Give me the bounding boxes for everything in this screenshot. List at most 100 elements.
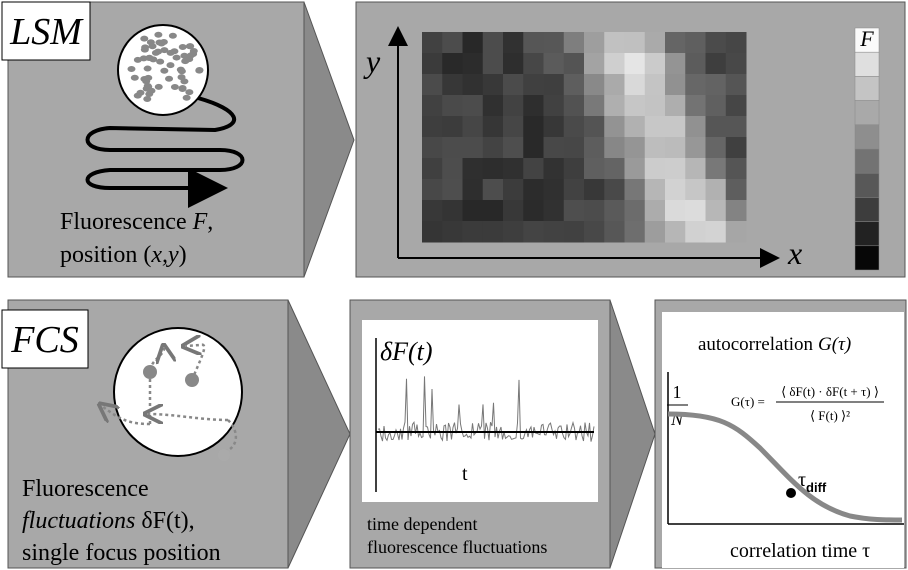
- pixel: [482, 200, 504, 222]
- pixel: [462, 137, 484, 159]
- colorbar-swatch: [854, 27, 880, 53]
- pixel: [604, 116, 625, 138]
- caption-text: δF(t): [141, 508, 188, 534]
- pixel: [482, 158, 504, 180]
- molecule: [143, 65, 152, 72]
- scan-path: [85, 96, 245, 208]
- caption-text: x,y: [150, 242, 179, 268]
- pixel: [705, 179, 727, 201]
- pixel: [563, 137, 585, 159]
- pixel: [503, 95, 524, 117]
- pixel: [644, 221, 666, 243]
- pixel: [665, 32, 686, 54]
- molecule: [154, 83, 163, 90]
- pixel: [584, 53, 605, 75]
- pixel: [624, 32, 646, 54]
- pixel: [705, 221, 727, 243]
- colorbar: [854, 27, 880, 271]
- marker-text: τ: [798, 469, 806, 491]
- pixel: [462, 53, 484, 75]
- colorbar-swatch: [854, 76, 880, 101]
- molecule: [180, 78, 189, 85]
- pixel: [543, 95, 565, 117]
- pixel: [482, 221, 504, 243]
- pixel: [584, 137, 605, 159]
- pixel: [482, 95, 504, 117]
- pixel: [503, 221, 524, 243]
- label-box: [1, 1, 91, 61]
- pixel: [503, 179, 524, 201]
- pixel: [604, 53, 625, 75]
- caption-text: F: [192, 209, 208, 235]
- molecule: [195, 67, 204, 74]
- label-box: [1, 309, 89, 369]
- molecule: [133, 92, 142, 99]
- pixel: [665, 53, 686, 75]
- pixel: [442, 116, 463, 138]
- pixel: [584, 95, 605, 117]
- pixel: [584, 179, 605, 201]
- molecule: [185, 89, 194, 96]
- molecule: [151, 49, 160, 56]
- pixel: [584, 74, 605, 96]
- pixel: [482, 53, 504, 75]
- pixel: [644, 74, 666, 96]
- fluctuation-trace: [377, 376, 595, 442]
- pixel: [584, 221, 605, 243]
- molecule: [160, 47, 169, 54]
- title-text: G(τ): [818, 334, 851, 355]
- colorbar-swatch: [854, 221, 880, 247]
- pixel: [462, 200, 484, 222]
- molecule: [166, 62, 175, 69]
- pixel: [665, 137, 686, 159]
- pixel: [644, 137, 666, 159]
- pixel: [604, 95, 625, 117]
- colorbar-label: F: [859, 26, 874, 51]
- pixel: [624, 116, 646, 138]
- pixel: [644, 32, 666, 54]
- fcs-caption: fluctuations δF(t),: [22, 508, 195, 534]
- pixel: [725, 32, 747, 54]
- molecule: [140, 35, 149, 42]
- pixel: [624, 53, 646, 75]
- pixel: [422, 95, 443, 117]
- pixel: [503, 200, 524, 222]
- molecule: [147, 87, 156, 94]
- intercept-numerator: 1: [673, 382, 682, 402]
- pixel: [624, 158, 646, 180]
- pixel: [482, 116, 504, 138]
- colorbar-swatch: [854, 148, 880, 174]
- pixel: [523, 137, 544, 159]
- pixel: [705, 137, 727, 159]
- pixel: [604, 158, 625, 180]
- pixel: [462, 95, 484, 117]
- pixel: [644, 95, 666, 117]
- colorbar-swatch: [854, 172, 880, 198]
- pixel: [624, 74, 646, 96]
- formula-lhs: G(τ) =: [731, 394, 765, 409]
- pixel: [503, 137, 524, 159]
- pixel: [523, 32, 544, 54]
- pixel: [685, 74, 706, 96]
- molecule: [170, 83, 179, 90]
- pixel: [725, 179, 747, 201]
- pixel: [665, 95, 686, 117]
- pixel: [624, 221, 646, 243]
- pixel: [725, 200, 747, 222]
- pixel: [422, 53, 443, 75]
- molecule: [170, 48, 179, 55]
- pixel: [462, 221, 484, 243]
- pixel: [462, 179, 484, 201]
- lsm-caption: position (x,y): [60, 242, 187, 268]
- pixel: [543, 74, 565, 96]
- pixel: [584, 200, 605, 222]
- pixel: [523, 158, 544, 180]
- caption-text: Fluorescence: [60, 209, 187, 235]
- pixel: [604, 74, 625, 96]
- pixel: [523, 95, 544, 117]
- acf-curve: [667, 411, 903, 523]
- pixel: [685, 158, 706, 180]
- pixel: [584, 158, 605, 180]
- fcs-caption: Fluorescence: [22, 476, 149, 502]
- pixel: [442, 179, 463, 201]
